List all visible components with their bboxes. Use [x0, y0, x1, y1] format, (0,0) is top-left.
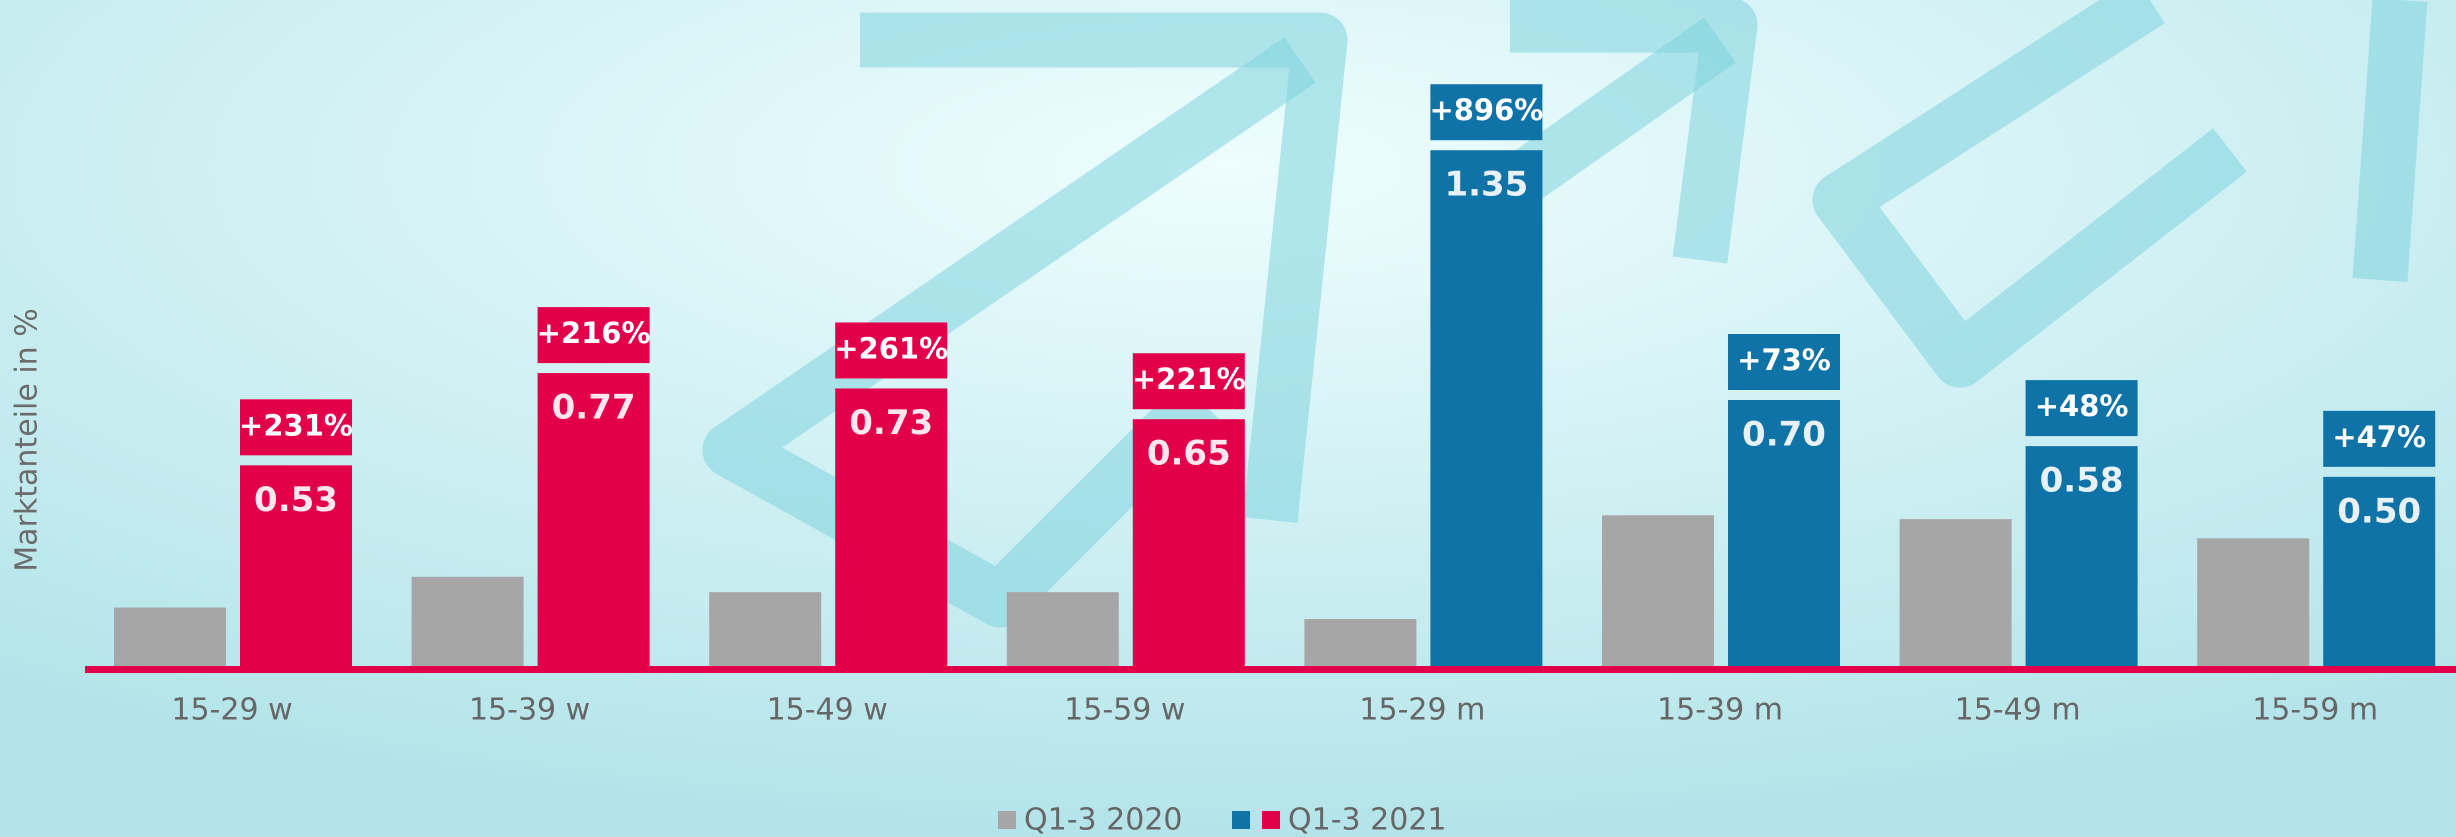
x-tick-label: 15-39 w	[469, 693, 590, 728]
bar	[1304, 619, 1416, 669]
x-tick-label: 15-29 w	[171, 693, 292, 728]
change-label: +231%	[239, 408, 353, 442]
x-tick-label: 15-29 m	[1359, 693, 1485, 728]
x-tick-label: 15-49 m	[1955, 693, 2081, 728]
change-label: +73%	[1737, 343, 1831, 377]
legend-swatch	[1232, 811, 1250, 829]
value-label: 0.58	[2040, 461, 2124, 501]
bar	[1602, 515, 1714, 669]
x-tick-label: 15-59 w	[1064, 693, 1185, 728]
bar	[412, 577, 524, 669]
value-label: 1.35	[1444, 165, 1528, 205]
x-tick-label: 15-39 m	[1657, 693, 1783, 728]
bar	[1007, 592, 1119, 669]
value-label: 0.65	[1147, 434, 1231, 474]
bar	[1430, 150, 1542, 669]
legend-label: Q1-3 2020	[1024, 803, 1183, 837]
bar	[2197, 538, 2309, 669]
baseline	[85, 666, 2456, 673]
x-tick-label: 15-59 m	[2252, 693, 2378, 728]
bar	[114, 608, 226, 669]
change-label: +216%	[537, 316, 651, 350]
legend-label: Q1-3 2021	[1288, 803, 1447, 837]
x-tick-label: 15-49 w	[767, 693, 888, 728]
legend-swatch	[998, 811, 1016, 829]
change-label: +221%	[1132, 362, 1246, 396]
bar	[709, 592, 821, 669]
change-label: +261%	[834, 331, 948, 365]
legend-swatch	[1262, 811, 1280, 829]
value-label: 0.73	[849, 403, 933, 443]
value-label: 0.50	[2337, 491, 2421, 531]
value-label: 0.70	[1742, 415, 1826, 455]
chart: Marktanteile in % 15-29 w 0.53 +231% 15-39 …	[0, 0, 2456, 837]
value-label: 0.77	[552, 388, 636, 428]
bar	[1900, 519, 2012, 669]
y-axis-label: Marktanteile in %	[10, 308, 45, 571]
change-label: +896%	[1429, 93, 1543, 127]
change-label: +48%	[2035, 389, 2129, 423]
value-label: 0.53	[254, 480, 338, 520]
change-label: +47%	[2332, 420, 2426, 454]
